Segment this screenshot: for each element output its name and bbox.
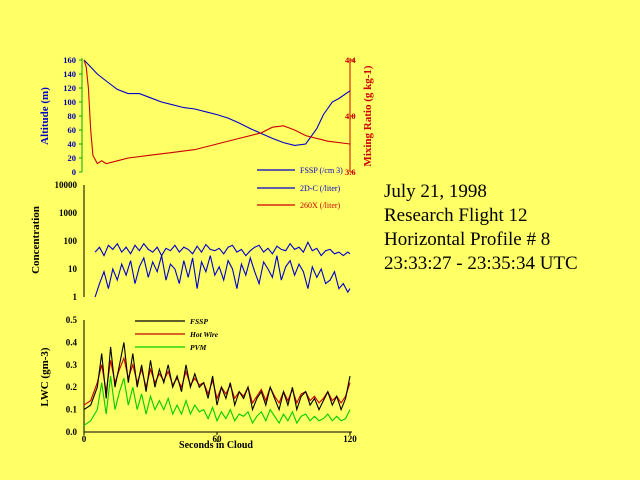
mixing-ratio-axis-title: Mixing Ratio (g kg-1) (362, 65, 374, 166)
concentration-legend-label: 2D-C (/liter) (300, 184, 341, 193)
time-tick-label: 60 (213, 434, 223, 444)
altitude-tick-label: 100 (63, 97, 76, 107)
lwc-tick-label: 0.5 (66, 315, 78, 325)
title-profile: Horizontal Profile # 8 (384, 229, 551, 250)
lwc-legend-label: Hot Wire (189, 330, 219, 339)
altitude-tick-label: 60 (68, 125, 77, 135)
lwc-fssp-line (83, 342, 351, 412)
lwc-tick-label: 0.2 (66, 382, 78, 392)
altitude-tick-label: 140 (63, 69, 76, 79)
title-flight: Research Flight 12 (384, 205, 528, 226)
lwc-tick-label: 0.3 (66, 360, 78, 370)
lwc-tick-label: 0.0 (66, 427, 78, 437)
mixing-ratio-tick-label: 4.4 (345, 55, 356, 65)
concentration-tick-label: 10000 (55, 180, 78, 190)
altitude-series-line (83, 59, 351, 146)
altitude-tick-label: 20 (68, 153, 77, 163)
altitude-tick-label: 120 (63, 83, 76, 93)
lwc-tick-label: 0.1 (66, 405, 78, 415)
lwc-legend-label: FSSP (190, 317, 208, 326)
lwc-pvm-line (83, 375, 351, 426)
altitude-tick-label: 0 (72, 167, 76, 177)
altitude-tick-label: 40 (68, 139, 77, 149)
lwc-legend-label: PVM (190, 343, 207, 352)
altitude-tick-label: 160 (63, 55, 76, 65)
concentration-axis-title: Concentration (30, 206, 42, 274)
title-block: July 21, 1998 Research Flight 12 Horizon… (384, 180, 634, 276)
time-axis-title: Seconds in Cloud (179, 440, 253, 451)
mixing-ratio-tick-label: 4.0 (345, 111, 356, 121)
lwc-axis-title: LWC (gm-3) (39, 347, 51, 407)
concentration-tick-label: 1000 (59, 208, 78, 218)
time-tick-label: 120 (343, 434, 357, 444)
concentration-tick-label: 10 (68, 264, 78, 274)
time-tick-label: 0 (82, 434, 87, 444)
concentration-tick-label: 1 (73, 292, 78, 302)
mixing-ratio-tick-label: 3.6 (345, 167, 356, 177)
lwc-tick-label: 0.4 (66, 337, 78, 347)
concentration-series-line (94, 255, 351, 298)
title-date: July 21, 1998 (384, 181, 487, 202)
concentration-legend-label: 260X (/liter) (300, 201, 341, 210)
concentration-series-line (94, 241, 351, 257)
concentration-legend-label: FSSP (/cm 3) (300, 166, 343, 175)
mixing-ratio-series-line (83, 59, 351, 165)
concentration-tick-label: 100 (64, 236, 78, 246)
altitude-axis-title: Altitude (m) (39, 87, 51, 145)
title-time-range: 23:33:27 - 23:35:34 UTC (384, 253, 578, 274)
altitude-tick-label: 80 (68, 111, 77, 121)
